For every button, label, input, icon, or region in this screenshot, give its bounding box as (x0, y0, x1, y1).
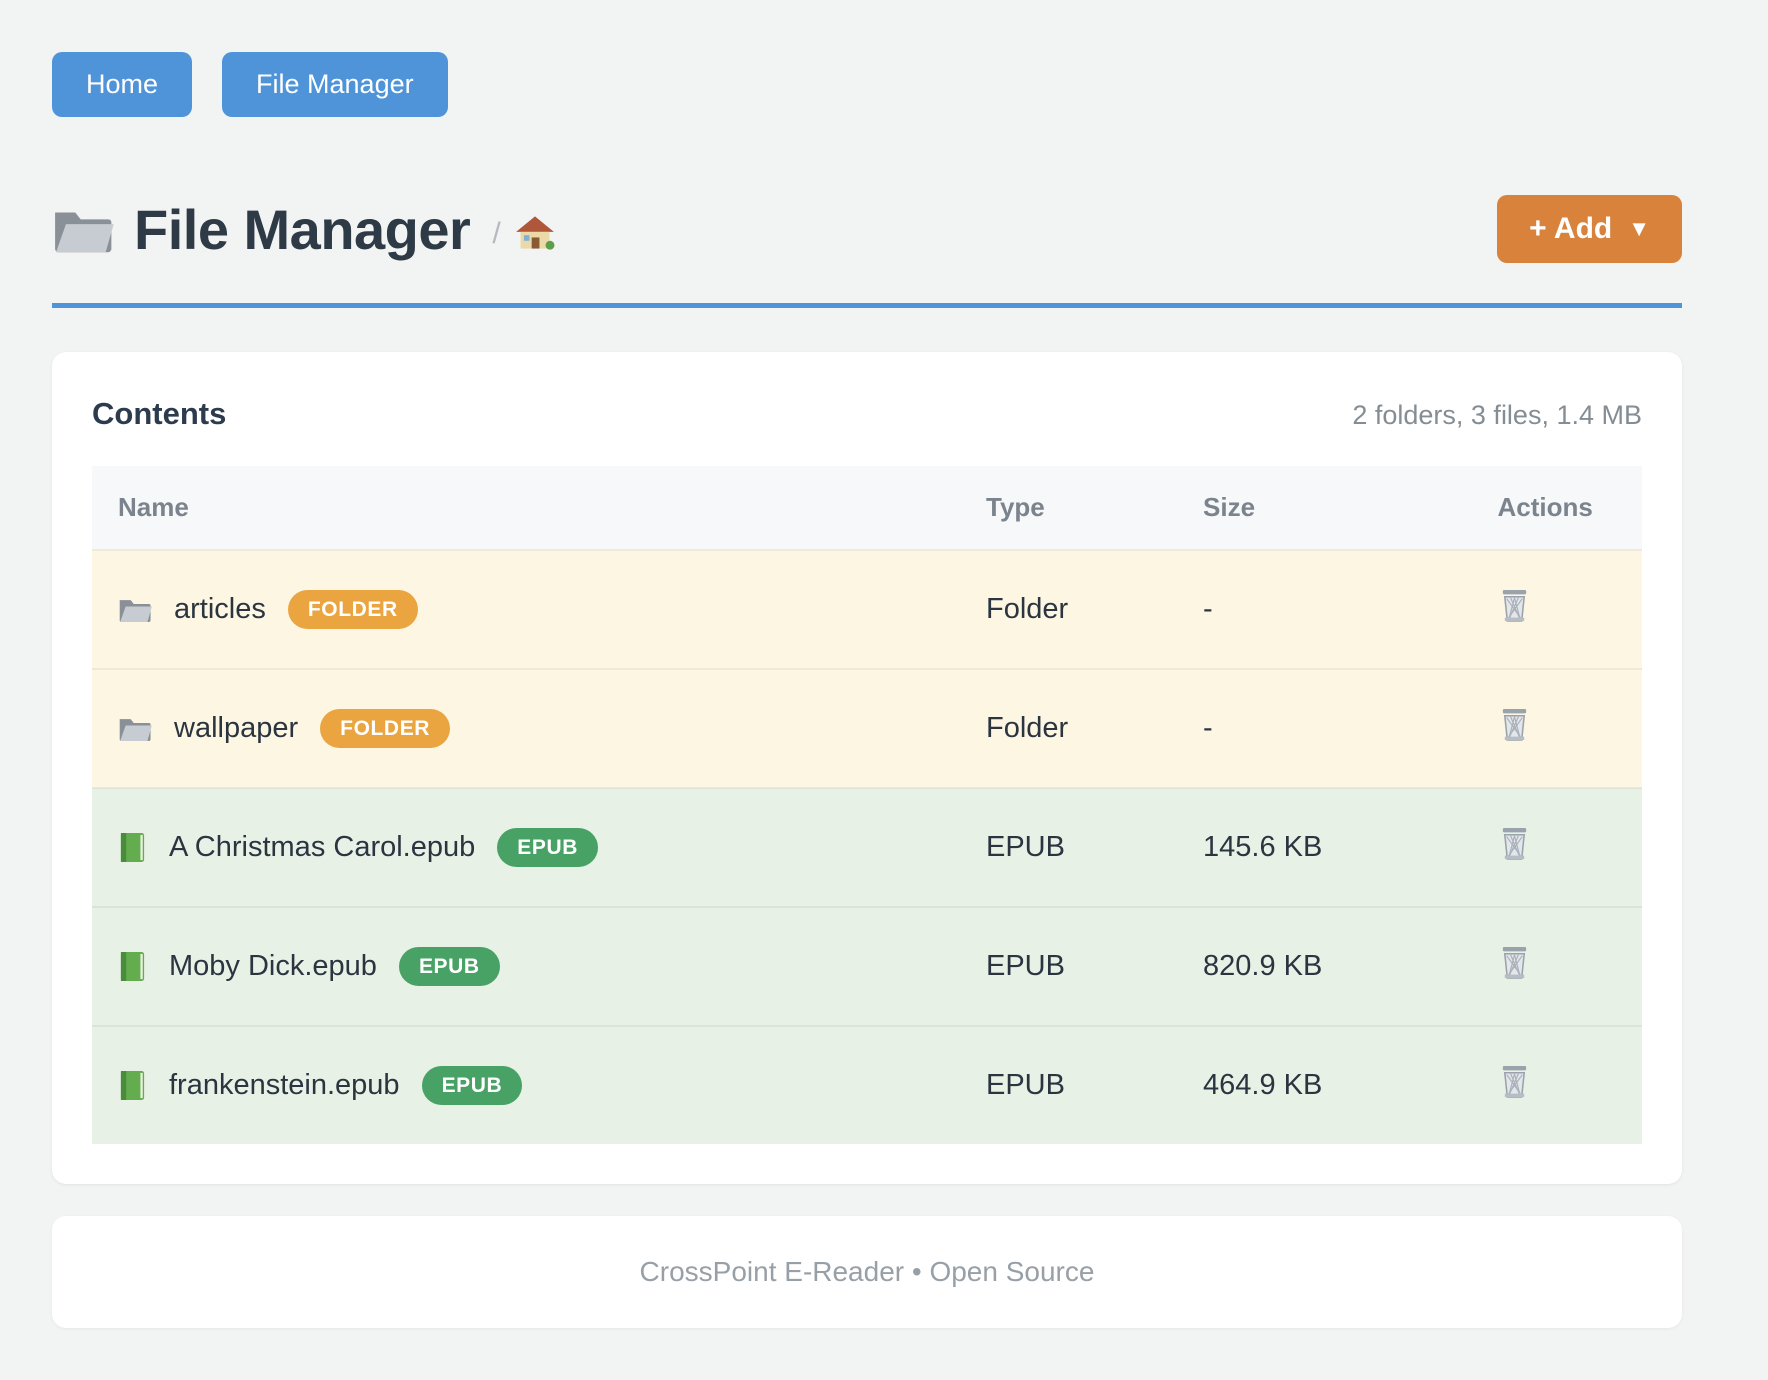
file-size: 820.9 KB (1177, 907, 1472, 1026)
table-row[interactable]: Moby Dick.epub EPUB EPUB 820.9 KB (92, 907, 1642, 1026)
book-icon (118, 1069, 147, 1102)
header-divider (52, 303, 1682, 308)
trash-icon (1498, 825, 1531, 862)
table-row[interactable]: A Christmas Carol.epub EPUB EPUB 145.6 K… (92, 788, 1642, 907)
type-badge: EPUB (398, 947, 500, 986)
footer-text: CrossPoint E-Reader • Open Source (639, 1256, 1095, 1287)
page-title: File Manager (134, 197, 471, 261)
caret-down-icon: ▼ (1628, 216, 1650, 241)
file-size: - (1177, 550, 1472, 669)
trash-icon (1498, 587, 1531, 624)
nav-home-button[interactable]: Home (52, 52, 193, 117)
file-name[interactable]: articles (174, 593, 266, 625)
folder-icon (118, 714, 152, 743)
file-name[interactable]: Moby Dick.epub (169, 950, 377, 982)
file-type: Folder (960, 669, 1177, 788)
file-type: EPUB (960, 907, 1177, 1026)
table-row[interactable]: articles FOLDER Folder - (92, 550, 1642, 669)
breadcrumb-separator: / (492, 217, 501, 250)
book-icon (118, 831, 147, 864)
column-header-name: Name (92, 466, 960, 550)
type-badge: FOLDER (287, 590, 418, 629)
type-badge: EPUB (497, 828, 598, 867)
file-type: EPUB (960, 1026, 1177, 1144)
nav-file-manager-button[interactable]: File Manager (222, 52, 448, 117)
file-size: - (1177, 669, 1472, 788)
file-type: Folder (960, 550, 1177, 669)
file-name[interactable]: wallpaper (174, 712, 299, 744)
contents-summary: 2 folders, 3 files, 1.4 MB (1352, 400, 1642, 430)
delete-button[interactable] (1498, 587, 1531, 624)
file-size: 464.9 KB (1177, 1026, 1472, 1144)
file-table-body: articles FOLDER Folder - wallpaper FOLDE… (92, 550, 1642, 1144)
contents-title: Contents (92, 396, 227, 431)
top-navigation: Home File Manager (52, 0, 1682, 117)
file-name[interactable]: A Christmas Carol.epub (169, 831, 476, 863)
file-size: 145.6 KB (1177, 788, 1472, 907)
table-header-row: Name Type Size Actions (92, 466, 1642, 550)
contents-card: Contents 2 folders, 3 files, 1.4 MB Name… (52, 352, 1682, 1184)
column-header-type: Type (960, 466, 1177, 550)
trash-icon (1498, 944, 1531, 981)
folder-icon (118, 595, 152, 624)
breadcrumb: File Manager / (52, 197, 555, 262)
trash-icon (1498, 1063, 1531, 1100)
delete-button[interactable] (1498, 1063, 1531, 1100)
book-icon (118, 950, 147, 983)
column-header-actions: Actions (1471, 466, 1642, 550)
type-badge: FOLDER (320, 709, 451, 748)
type-badge: EPUB (421, 1066, 523, 1105)
footer: CrossPoint E-Reader • Open Source (52, 1216, 1682, 1328)
add-button[interactable]: + Add ▼ (1497, 195, 1682, 263)
page-header: File Manager / + Add ▼ (52, 195, 1682, 263)
folder-icon (52, 203, 114, 256)
file-manager-page: Home File Manager File Manager / (52, 0, 1682, 1328)
delete-button[interactable] (1498, 944, 1531, 981)
home-icon[interactable] (515, 215, 555, 251)
trash-icon (1498, 706, 1531, 743)
delete-button[interactable] (1498, 706, 1531, 743)
table-row[interactable]: wallpaper FOLDER Folder - (92, 669, 1642, 788)
delete-button[interactable] (1498, 825, 1531, 862)
file-table: Name Type Size Actions articles FOLDER F… (92, 466, 1642, 1144)
column-header-size: Size (1177, 466, 1472, 550)
add-button-label: + Add (1529, 212, 1613, 245)
file-type: EPUB (960, 788, 1177, 907)
file-name[interactable]: frankenstein.epub (169, 1069, 400, 1101)
table-row[interactable]: frankenstein.epub EPUB EPUB 464.9 KB (92, 1026, 1642, 1144)
